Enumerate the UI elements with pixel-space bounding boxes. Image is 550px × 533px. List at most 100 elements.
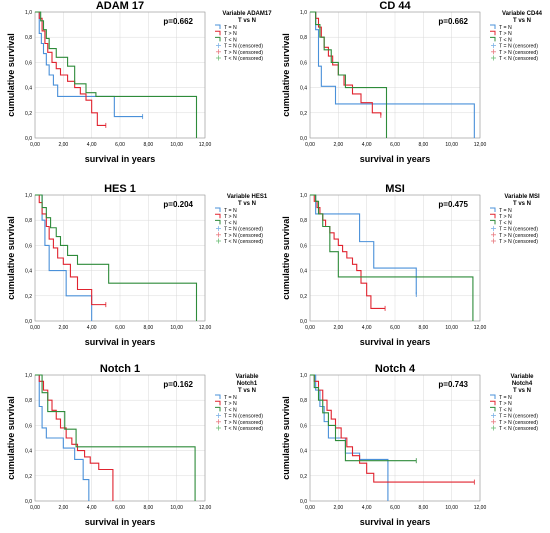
chart-title: CD 44	[379, 0, 411, 12]
km-panel-cd44: CD 44 0,0 0,2 0,4 0,6 0,8 1,0 0,00 2,00 4,00 6,00 8…	[275, 0, 550, 170]
y-tick-label: 0,8	[300, 218, 307, 224]
legend-label: T = N (censored)	[499, 44, 538, 50]
y-tick-label: 0,2	[300, 111, 307, 117]
legend-label: T > N	[224, 31, 237, 37]
x-tick-label: 2,00	[58, 505, 68, 511]
km-chart-notch1: Notch 1 0,0 0,2 0,4 0,6 0,8 1,0 0,00 2,00 4,00 6,0…	[6, 363, 263, 527]
x-tick-label: 8,00	[418, 325, 428, 331]
y-tick-label: 0,6	[25, 60, 32, 66]
km-chart-cd44: CD 44 0,0 0,2 0,4 0,6 0,8 1,0 0,00 2,00 4,00 6,00 8…	[281, 0, 543, 164]
plot-frame	[309, 374, 481, 502]
legend-label: T = N (censored)	[499, 227, 538, 233]
y-tick-label: 0,8	[300, 398, 307, 404]
legend-swatch	[490, 219, 496, 225]
y-tick-label: 0,6	[300, 423, 307, 429]
plot-frame	[309, 11, 481, 139]
legend-label: T > N	[499, 31, 512, 37]
legend-swatch	[490, 213, 496, 219]
x-tick-label: 0,00	[305, 142, 315, 148]
x-tick-label: 2,00	[333, 325, 343, 331]
legend-title: T vs N	[513, 18, 531, 24]
x-tick-label: 12,00	[199, 505, 212, 511]
p-value-label: p=0.162	[163, 380, 193, 389]
p-value-label: p=0.662	[438, 17, 468, 26]
x-axis-label: survival in years	[85, 154, 156, 164]
chart-title: ADAM 17	[96, 0, 144, 12]
y-tick-label: 0,0	[25, 319, 32, 325]
x-tick-label: 12,00	[474, 142, 487, 148]
y-tick-label: 0,8	[25, 398, 32, 404]
legend-label: T < N	[224, 407, 237, 413]
y-tick-label: 1,0	[300, 193, 307, 199]
x-tick-label: 0,00	[30, 142, 40, 148]
legend-swatch	[215, 30, 221, 36]
legend-title: T vs N	[238, 388, 256, 394]
legend-label: T > N	[499, 401, 512, 407]
km-panel-hes1: HES 1 0,0 0,2 0,4 0,6 0,8 1,0 0,00 2,00 4,00 6,00 8…	[0, 183, 275, 353]
y-tick-label: 0,2	[25, 294, 32, 300]
p-value-label: p=0.204	[163, 200, 193, 209]
km-panel-notch4: Notch 4 0,0 0,2 0,4 0,6 0,8 1,0 0,00 2,00 4,00 6,0…	[275, 363, 550, 533]
survival-curve-t-n	[35, 11, 198, 138]
km-panel-adam17: ADAM 17 0,0 0,2 0,4 0,6 0,8 1,0 0,00 2,00 4,00 6,0…	[0, 0, 275, 170]
legend-label: T = N	[499, 208, 512, 214]
x-tick-label: 10,00	[170, 325, 183, 331]
survival-curve-t-n	[310, 194, 474, 321]
survival-curve-t-n	[310, 194, 386, 309]
y-axis-label: cumulative survival	[281, 396, 291, 480]
x-tick-label: 6,00	[390, 142, 400, 148]
chart-title: HES 1	[104, 183, 136, 195]
km-chart-hes1: HES 1 0,0 0,2 0,4 0,6 0,8 1,0 0,00 2,00 4,00 6,00 8…	[6, 183, 268, 347]
km-chart-msi: MSI 0,0 0,2 0,4 0,6 0,8 1,0 0,00 2,00 4,00 6,00 8,0…	[281, 183, 540, 347]
x-axis-label: survival in years	[85, 337, 156, 347]
plot-frame	[34, 11, 206, 139]
x-tick-label: 2,00	[58, 325, 68, 331]
survival-curve-t-n	[310, 374, 475, 483]
y-tick-label: 0,4	[300, 86, 307, 92]
y-tick-label: 0,0	[300, 136, 307, 142]
plot-frame	[309, 194, 481, 322]
legend-title: Notch4	[512, 381, 533, 387]
legend-label: T > N	[499, 214, 512, 220]
y-tick-label: 0,6	[300, 243, 307, 249]
legend-label: T > N (censored)	[499, 420, 538, 426]
km-panel-notch1: Notch 1 0,0 0,2 0,4 0,6 0,8 1,0 0,00 2,00 4,00 6,0…	[0, 363, 275, 533]
legend-title: Variable HES1	[227, 194, 268, 200]
legend-label: T = N (censored)	[224, 414, 263, 420]
x-tick-label: 8,00	[143, 505, 153, 511]
y-tick-label: 1,0	[25, 373, 32, 379]
y-tick-label: 0,2	[300, 294, 307, 300]
legend-label: T < N	[499, 407, 512, 413]
legend-label: T < N (censored)	[499, 426, 538, 432]
x-tick-label: 4,00	[362, 142, 372, 148]
legend-swatch	[490, 394, 496, 399]
y-tick-label: 0,8	[25, 218, 32, 224]
legend-title: T vs N	[238, 18, 256, 24]
survival-curve-t-n	[35, 374, 90, 501]
legend-label: T > N	[224, 214, 237, 220]
legend-swatch	[490, 406, 496, 412]
survival-curve-t-n	[35, 11, 143, 118]
km-chart-adam17: ADAM 17 0,0 0,2 0,4 0,6 0,8 1,0 0,00 2,00 4,00 6,0…	[6, 0, 272, 164]
survival-curve-t-n	[310, 374, 417, 462]
y-tick-label: 0,0	[300, 499, 307, 505]
plot-frame	[34, 194, 206, 322]
legend-title: Notch1	[237, 381, 258, 387]
legend-swatch	[490, 30, 496, 36]
x-tick-label: 6,00	[115, 325, 125, 331]
x-tick-label: 0,00	[305, 325, 315, 331]
x-tick-label: 10,00	[170, 142, 183, 148]
legend-title: T vs N	[513, 201, 531, 207]
legend-label: T < N (censored)	[224, 239, 263, 245]
x-tick-label: 2,00	[58, 142, 68, 148]
chart-title: Notch 1	[100, 363, 140, 375]
legend-label: T < N (censored)	[224, 426, 263, 432]
legend-label: T < N	[224, 220, 237, 226]
legend-title: Variable	[510, 374, 534, 380]
y-axis-label: cumulative survival	[281, 216, 291, 300]
x-axis-label: survival in years	[360, 154, 431, 164]
x-tick-label: 6,00	[390, 505, 400, 511]
x-tick-label: 4,00	[87, 505, 97, 511]
y-tick-label: 0,8	[300, 35, 307, 41]
legend-swatch	[215, 406, 221, 412]
